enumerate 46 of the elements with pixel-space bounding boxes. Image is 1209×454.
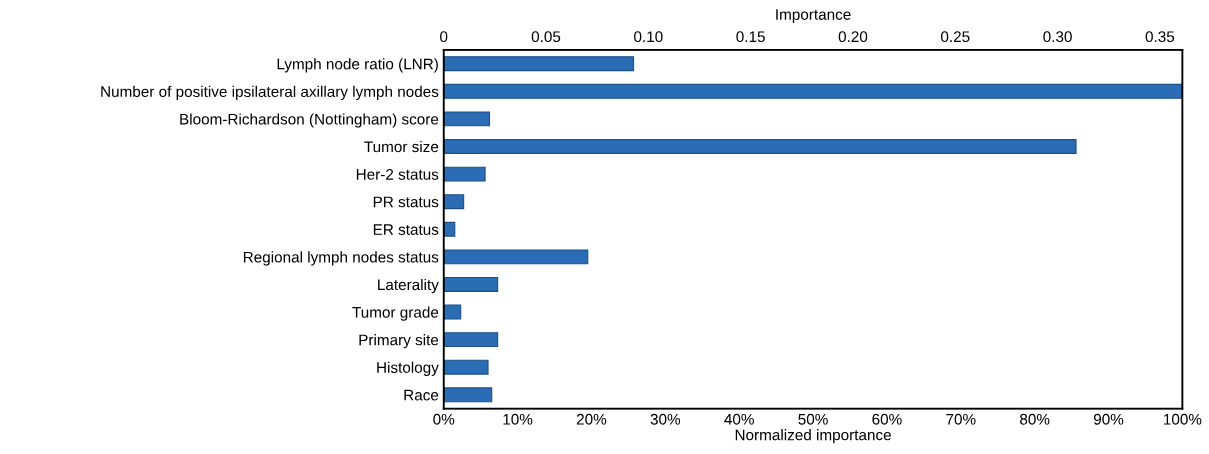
x-tick-label: 60% — [872, 413, 902, 425]
y-tick-label: Number of positive ipsilateral axillary lymph nodes — [101, 85, 439, 101]
y-tick-label: Bloom-Richardson (Nottingham) score — [180, 113, 439, 128]
y-tick-label: Lymph node ratio (LNR) — [277, 58, 438, 73]
y-tick-label: Laterality — [378, 278, 439, 294]
bar — [443, 249, 589, 265]
x2-tick-label: 0.30 — [1043, 31, 1072, 43]
y-tick-label: Race — [404, 389, 439, 401]
x-tick-label: 40% — [724, 413, 754, 425]
bar — [443, 111, 491, 127]
x2-tick-label: 0.20 — [838, 31, 868, 43]
x-tick-label: 10% — [503, 413, 533, 425]
bar — [443, 139, 1077, 154]
x2-tick-label: 0.10 — [634, 31, 663, 43]
bar — [443, 359, 489, 375]
bar — [443, 56, 635, 72]
y-tick-label: Regional lymph nodes status — [243, 251, 439, 266]
bar — [443, 166, 486, 182]
y-tick-label: Tumor grade — [352, 306, 439, 321]
x2-tick-label: 0.35 — [1145, 31, 1175, 43]
x-tick-label: 20% — [576, 413, 607, 425]
y-tick-label: Her-2 status — [356, 168, 439, 180]
bar — [443, 276, 499, 292]
x2-tick-label: 0.15 — [736, 31, 765, 43]
x-axis-title: Normalized importance — [735, 429, 891, 444]
y-tick-label: PR status — [373, 196, 439, 208]
bar — [443, 194, 465, 210]
x-tick-label: 70% — [946, 413, 976, 425]
x-tick-label: 0% — [433, 413, 455, 425]
x2-tick-label: 0.05 — [531, 31, 561, 43]
bar — [443, 304, 462, 320]
x-tick-label: 80% — [1020, 413, 1050, 425]
y-tick-label: Histology — [377, 361, 439, 376]
x-tick-label: 90% — [1093, 413, 1124, 425]
bar — [443, 83, 1183, 99]
x-tick-label: 100% — [1164, 413, 1202, 425]
bar — [443, 332, 499, 348]
x2-axis-title: Importance — [776, 9, 851, 23]
y-tick-label: Primary site — [359, 334, 439, 349]
x-tick-label: 50% — [798, 413, 828, 425]
x2-tick-label: 0 — [440, 31, 448, 43]
x-tick-label: 30% — [650, 413, 681, 425]
y-tick-label: ER status — [373, 224, 439, 235]
bar — [443, 387, 493, 403]
x2-tick-label: 0.25 — [941, 31, 970, 43]
y-tick-label: Tumor size — [364, 140, 439, 153]
